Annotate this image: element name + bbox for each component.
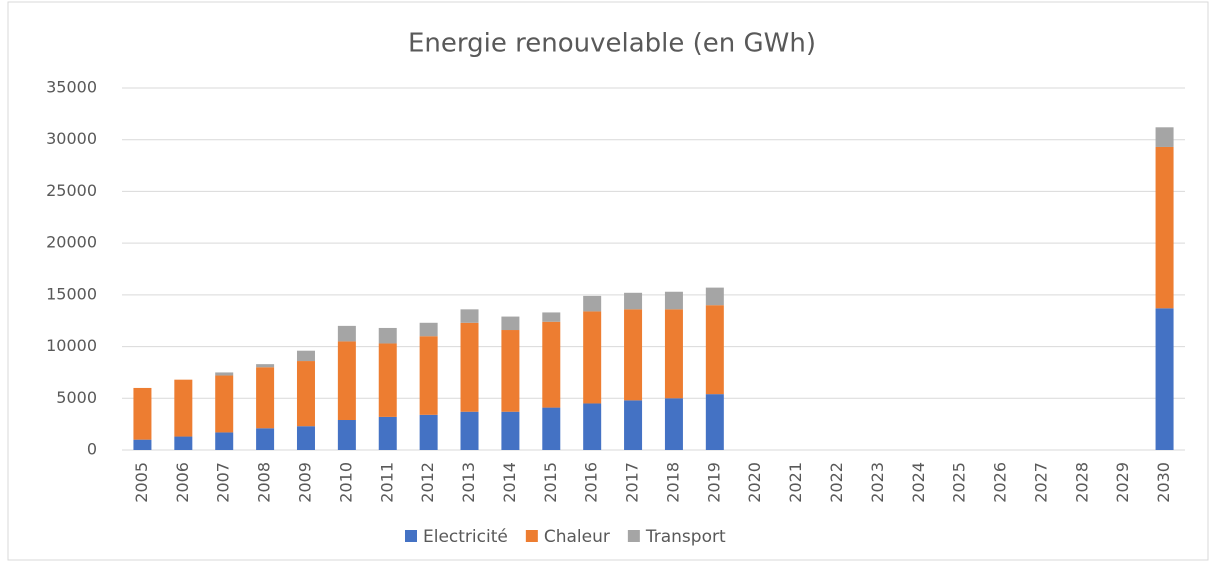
bar-segment [664, 309, 683, 399]
chart-border [7, 1, 1209, 561]
bar-segment [419, 336, 438, 415]
bar-segment [378, 416, 397, 450]
bar-segment [174, 436, 193, 450]
bar-segment [624, 292, 643, 310]
x-tick-label: 2015 [541, 462, 560, 503]
bar-segment [501, 330, 520, 412]
legend-swatch [627, 530, 640, 542]
x-tick-label: 2014 [500, 462, 519, 503]
y-tick-label: 30000 [46, 129, 97, 148]
bar-segment [583, 403, 602, 450]
y-tick-label: 35000 [46, 78, 97, 97]
bar-segment [133, 439, 152, 450]
bar-segment [705, 287, 724, 306]
x-tick-label: 2009 [295, 462, 314, 503]
bar-segment [296, 350, 315, 362]
bar-segment [378, 327, 397, 344]
bar-segment [501, 316, 520, 331]
x-tick-label: 2016 [582, 462, 601, 503]
bar-segment [337, 325, 356, 342]
bar-segment [256, 364, 275, 368]
bar-segment [460, 411, 479, 450]
x-tick-label: 2027 [1031, 462, 1050, 503]
bar-segment [1155, 146, 1174, 309]
bar-segment [256, 367, 275, 429]
bar-segment [337, 341, 356, 421]
bar-segment [624, 400, 643, 450]
x-tick-label: 2019 [704, 462, 723, 503]
legend-swatch [405, 530, 417, 542]
bar-segment [296, 361, 315, 427]
bar-segment [419, 322, 438, 337]
bar-segment [133, 387, 152, 440]
bar-segment [664, 291, 683, 310]
y-tick-label: 10000 [46, 336, 97, 355]
x-tick-label: 2017 [623, 462, 642, 503]
bar-segment [215, 432, 234, 450]
bar-segment [705, 305, 724, 395]
legend-label: Chaleur [544, 527, 610, 547]
x-tick-label: 2025 [950, 462, 969, 503]
x-tick-label: 2007 [214, 462, 233, 503]
x-tick-label: 2008 [255, 462, 274, 503]
y-tick-label: 20000 [46, 233, 97, 252]
bar-segment [583, 295, 602, 312]
bar-segment [256, 428, 275, 450]
bar-segment [296, 426, 315, 450]
bar-segment [624, 309, 643, 401]
legend-label: Electricité [423, 527, 508, 547]
x-tick-label: 2010 [336, 462, 355, 503]
x-tick-label: 2029 [1113, 462, 1132, 503]
x-tick-label: 2006 [173, 462, 192, 503]
y-tick-label: 15000 [46, 284, 97, 303]
bar-segment [419, 414, 438, 450]
legend-label: Transport [645, 527, 726, 547]
x-tick-label: 2024 [909, 462, 928, 503]
bar-segment [542, 312, 561, 322]
x-tick-label: 2012 [418, 462, 437, 503]
x-tick-label: 2020 [745, 462, 764, 503]
bar-segment [1155, 308, 1174, 450]
bar-segment [583, 311, 602, 404]
x-tick-label: 2026 [991, 462, 1010, 503]
x-tick-label: 2013 [459, 462, 478, 503]
bar-segment [664, 398, 683, 450]
bar-segment [215, 375, 234, 433]
bar-segment [542, 321, 561, 408]
y-tick-label: 0 [87, 440, 97, 459]
x-tick-label: 2030 [1154, 462, 1173, 503]
legend-swatch [525, 530, 538, 542]
bar-segment [337, 420, 356, 450]
x-tick-label: 2022 [827, 462, 846, 503]
bar-segment [174, 379, 193, 437]
x-tick-label: 2005 [132, 462, 151, 503]
bar-segment [215, 372, 234, 376]
y-tick-label: 25000 [46, 181, 97, 200]
x-tick-label: 2021 [786, 462, 805, 503]
chart-title: Energie renouvelable (en GWh) [408, 29, 816, 59]
y-tick-label: 5000 [56, 388, 97, 407]
x-tick-label: 2011 [377, 462, 396, 503]
bar-segment [542, 407, 561, 450]
bar-segment [501, 411, 520, 450]
bar-segment [705, 394, 724, 450]
x-tick-label: 2023 [868, 462, 887, 503]
bar-segment [378, 343, 397, 417]
bar-segment [460, 322, 479, 412]
x-tick-label: 2028 [1072, 462, 1091, 503]
bar-segment [1155, 127, 1174, 147]
x-tick-label: 2018 [663, 462, 682, 503]
bar-segment [460, 309, 479, 323]
